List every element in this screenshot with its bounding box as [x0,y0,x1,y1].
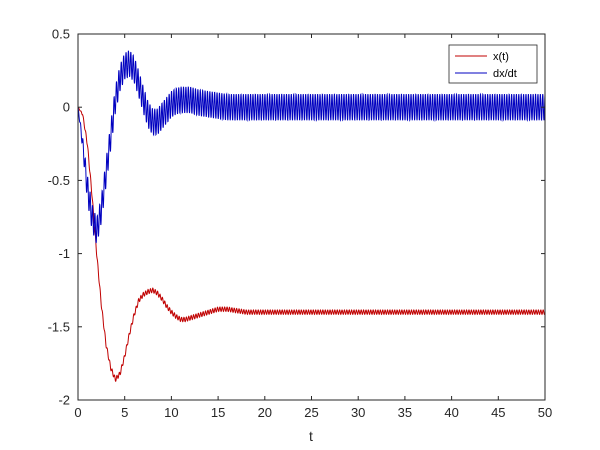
legend-label-dx-dt: dx/dt [493,68,517,80]
series-line-dx-dt [77,50,546,244]
x-tick-label: 45 [491,405,505,420]
x-tick-label: 40 [444,405,458,420]
x-tick-label: 50 [538,405,552,420]
y-tick-label: -1 [58,246,70,261]
x-tick-label: 20 [258,405,272,420]
series-layer [77,50,546,382]
legend: x(t) dx/dt [448,44,538,84]
y-tick-label: 0 [63,100,70,115]
x-tick-label: 35 [398,405,412,420]
x-tick-label: 25 [304,405,318,420]
y-tick-label: -1.5 [48,319,70,334]
x-tick-label: 5 [121,405,128,420]
series-line-x-t- [77,106,546,382]
legend-box [448,44,538,84]
watermark-text: 知乎 @龙行天下288 [459,419,588,436]
y-tick-label: -0.5 [48,173,70,188]
ticks-layer: 0 5 10 15 20 25 30 35 40 45 50 0.5 0 -0.5 -1 -1.5 -2 [48,27,553,421]
x-tick-label: 10 [164,405,178,420]
x-tick-label: 0 [74,405,81,420]
plot-area [78,34,545,400]
x-tick-label: 30 [351,405,365,420]
y-tick-label: -2 [58,393,70,408]
x-tick-label: 15 [211,405,225,420]
x-axis-label: t [309,428,313,444]
y-tick-label: 0.5 [52,27,70,42]
legend-label-x-t: x(t) [493,51,509,63]
